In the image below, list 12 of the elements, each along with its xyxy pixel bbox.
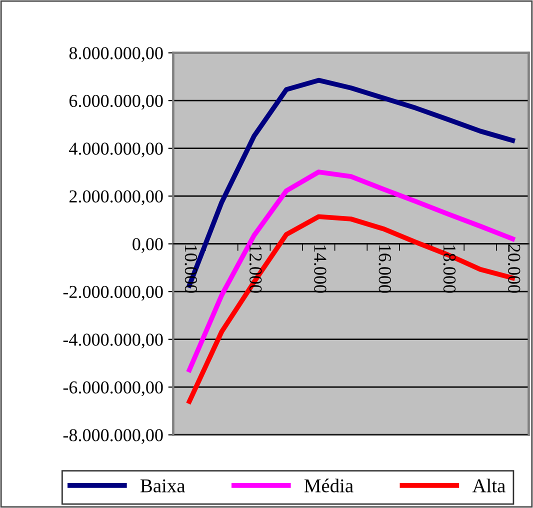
y-tick-label: 2.000.000,00 xyxy=(70,190,163,206)
y-tick-label: -6.000.000,00 xyxy=(63,381,163,396)
y-tick-label: -8.000.000,00 xyxy=(63,429,163,444)
legend-label: Baixa xyxy=(140,479,186,492)
y-tick-label: 6.000.000,00 xyxy=(69,94,163,110)
y-tick-label: 4.000.000,00 xyxy=(69,142,163,158)
y-tick-label: -2.000.000,00 xyxy=(63,286,163,301)
y-tick-label: 8.000.000,00 xyxy=(69,47,163,62)
legend-label: Média xyxy=(304,478,354,492)
y-tick-label: 0,00 xyxy=(132,238,163,253)
legend-label: Alta xyxy=(472,478,506,492)
y-tick-label: -4.000.000,00 xyxy=(63,334,163,348)
